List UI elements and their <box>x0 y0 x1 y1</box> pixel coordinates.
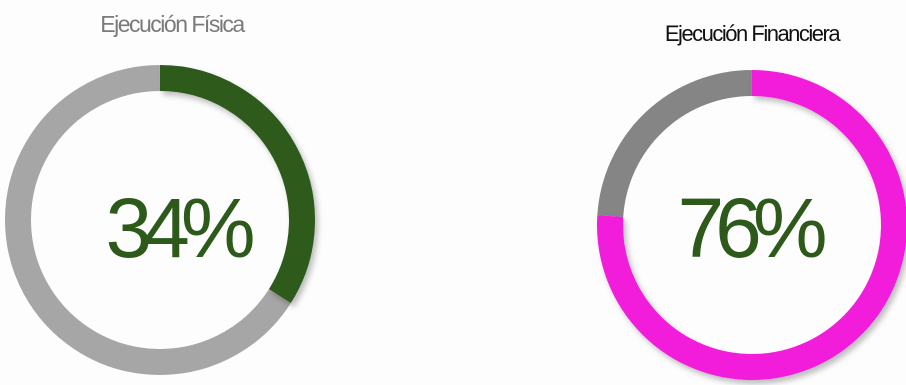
donut-value-arc <box>597 70 906 380</box>
gauge-fisica: Ejecución Física 34% <box>0 0 340 385</box>
donut-chart: 34% <box>5 65 315 375</box>
donut-track-arc <box>5 65 291 375</box>
gauge-value-label: 34% <box>105 181 252 275</box>
donut-chart: 76% <box>597 70 906 380</box>
gauge-title: Ejecución Física <box>100 11 245 37</box>
donut-value-arc <box>159 65 315 304</box>
gauge-title: Ejecución Financiera <box>664 21 841 46</box>
gauge-financiera: Ejecución Financiera 76% <box>560 0 906 385</box>
donut-track-arc <box>597 70 753 218</box>
gauge-value-label: 76% <box>677 181 824 275</box>
